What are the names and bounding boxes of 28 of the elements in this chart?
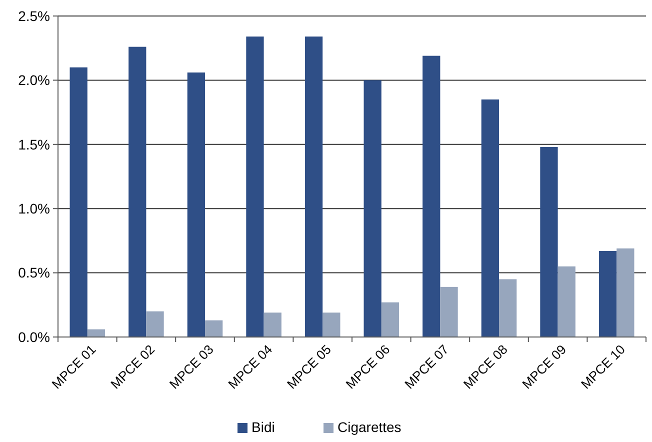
legend-label: Cigarettes <box>338 419 402 435</box>
bar <box>246 36 264 337</box>
bar <box>304 36 323 337</box>
y-tick-label: 0.5% <box>18 264 50 281</box>
bar <box>70 67 88 337</box>
bar <box>87 329 106 337</box>
bar <box>540 146 558 337</box>
legend-label: Bidi <box>252 419 275 435</box>
bar <box>598 250 617 337</box>
bar <box>499 279 517 337</box>
bar <box>322 312 340 337</box>
bar <box>264 312 282 337</box>
y-tick-label: 1.0% <box>18 200 50 216</box>
bar <box>364 80 382 337</box>
bar <box>440 286 458 337</box>
y-tick-label: 0.0% <box>18 328 50 345</box>
bar <box>558 266 576 337</box>
bar <box>481 99 499 337</box>
bar <box>422 56 440 337</box>
bar <box>381 302 400 337</box>
bar <box>187 72 205 337</box>
bar <box>616 248 634 337</box>
y-tick-label: 2.0% <box>18 72 50 88</box>
bar <box>146 311 164 337</box>
y-tick-label: 2.5% <box>18 8 50 24</box>
bar <box>128 46 146 337</box>
y-tick-label: 1.5% <box>18 136 50 152</box>
bar <box>205 320 223 337</box>
